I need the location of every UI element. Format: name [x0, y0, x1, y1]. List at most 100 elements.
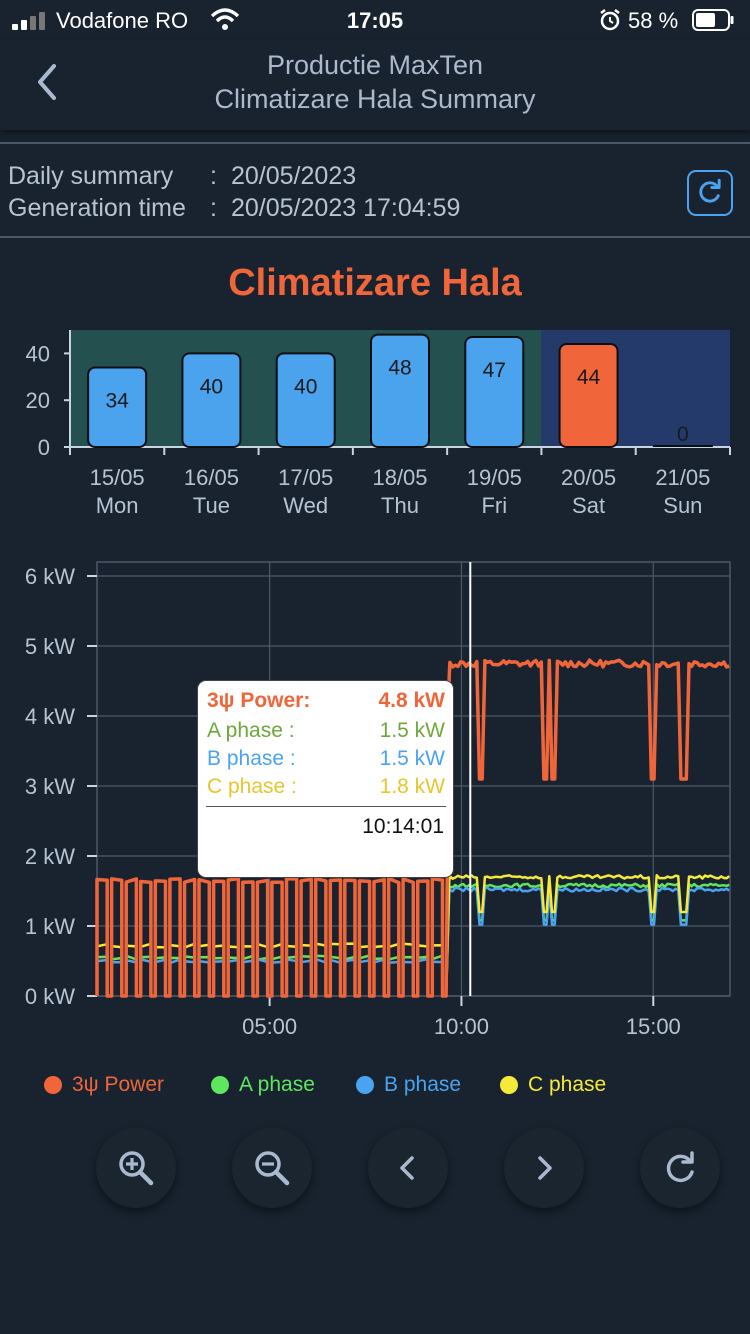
- bar-value-label: 44: [577, 366, 601, 389]
- tooltip-divider: [206, 806, 446, 807]
- y-tick-label: 1 kW: [25, 914, 75, 939]
- generation-time-value: 20/05/2023 17:04:59: [231, 194, 461, 222]
- x-tick-day-label: Tue: [193, 493, 230, 518]
- chevron-right-icon: [538, 1156, 552, 1180]
- legend-dot: [356, 1076, 374, 1094]
- divider: [0, 236, 750, 238]
- legend-label: B phase: [384, 1073, 462, 1096]
- bar: [370, 333, 430, 448]
- battery-icon: [692, 9, 734, 31]
- previous-button[interactable]: [368, 1128, 448, 1208]
- status-bar: Vodafone RO 17:05 58 %: [0, 0, 750, 40]
- bar: [275, 352, 336, 448]
- legend-label: A phase: [239, 1073, 315, 1096]
- bar-value-label: 0: [677, 423, 689, 446]
- battery-percent: 58 %: [628, 8, 679, 33]
- next-button[interactable]: [504, 1128, 584, 1208]
- x-tick-label: 17/05: [278, 465, 333, 490]
- carrier-name: Vodafone RO: [56, 8, 189, 33]
- tooltip-label: C phase :: [207, 775, 297, 798]
- y-tick-label: 20: [26, 388, 50, 413]
- refresh-icon: [666, 1151, 694, 1183]
- navigation-bar: Productie MaxTen Climatizare Hala Summar…: [0, 40, 750, 130]
- bar-value-label: 40: [294, 375, 317, 398]
- x-tick-label: 15:00: [626, 1014, 681, 1039]
- generation-time-label: Generation time: [8, 194, 186, 222]
- series-line-c-phase: [95, 874, 730, 998]
- zoom-out-button[interactable]: [232, 1128, 312, 1208]
- y-tick-label: 40: [26, 341, 50, 366]
- x-tick-label: 15/05: [90, 465, 145, 490]
- series-line-3-power: [95, 658, 730, 998]
- refresh-summary-button[interactable]: [687, 170, 733, 216]
- legend-dot: [211, 1076, 229, 1094]
- clock: 17:05: [346, 8, 404, 33]
- bar: [87, 366, 148, 448]
- legend-dot: [500, 1076, 518, 1094]
- legend-item-b-phase[interactable]: B phase: [356, 1070, 461, 1100]
- tooltip-row: C phase : 1.8 kW: [207, 775, 445, 803]
- weekly-bar-chart: 0 20 40 34 15/05 Mon 40 16/05 Tue 40 17/05 Wed 48 18/…: [26, 330, 731, 518]
- x-tick-label: 05:00: [242, 1014, 297, 1039]
- tooltip-value: 1.5 kW: [379, 747, 445, 770]
- refresh-icon: [699, 178, 721, 203]
- colon: :: [210, 162, 217, 190]
- y-tick-label: 3 kW: [25, 774, 75, 799]
- legend-item-a-phase[interactable]: A phase: [211, 1070, 315, 1100]
- bar: [181, 352, 242, 448]
- x-tick-day-label: Sat: [572, 493, 605, 518]
- y-tick-label: 4 kW: [25, 704, 75, 729]
- series-line-b-phase: [95, 886, 730, 998]
- tooltip-row: A phase : 1.5 kW: [207, 719, 445, 747]
- x-tick-day-label: Fri: [481, 493, 507, 518]
- y-tick-label: 0 kW: [25, 984, 75, 1009]
- zoom-in-button[interactable]: [96, 1128, 176, 1208]
- zoom-out-icon: [255, 1151, 290, 1186]
- tooltip-label: B phase :: [207, 747, 296, 770]
- y-tick-label: 2 kW: [25, 844, 75, 869]
- x-tick-label: 16/05: [184, 465, 239, 490]
- daily-summary-value: 20/05/2023: [231, 162, 357, 190]
- bar-value-label: 48: [388, 357, 411, 380]
- legend-dot: [44, 1076, 62, 1094]
- tooltip-label: 3ψ Power:: [207, 689, 311, 712]
- x-tick-day-label: Sun: [663, 493, 702, 518]
- chevron-left-icon: [400, 1156, 414, 1180]
- bar-value-label: 47: [483, 359, 506, 382]
- tooltip-value: 4.8 kW: [378, 689, 445, 712]
- weekly-chart-title: Climatizare Hala: [228, 262, 522, 304]
- tooltip-value: 1.8 kW: [379, 775, 445, 798]
- x-tick-label: 19/05: [467, 465, 522, 490]
- tooltip-time: 10:14:01: [362, 815, 444, 838]
- x-tick-day-label: Wed: [283, 493, 328, 518]
- bar-value-label: 40: [200, 375, 223, 398]
- divider: [0, 142, 750, 144]
- back-button[interactable]: [28, 60, 68, 104]
- tooltip-value: 1.5 kW: [379, 719, 445, 742]
- legend-item-c-phase[interactable]: C phase: [500, 1070, 606, 1100]
- signal-icon: [12, 12, 48, 30]
- x-tick-label: 21/05: [655, 465, 710, 490]
- wifi-icon: [210, 8, 240, 30]
- page-title: Productie MaxTen: [266, 50, 484, 80]
- x-tick-day-label: Thu: [381, 493, 419, 518]
- page-subtitle: Climatizare Hala Summary: [214, 84, 536, 114]
- bar: [464, 336, 525, 449]
- y-tick-label: 0: [38, 435, 50, 460]
- x-tick-label: 18/05: [372, 465, 427, 490]
- tooltip-row: 3ψ Power: 4.8 kW: [207, 689, 445, 717]
- tooltip-row: B phase : 1.5 kW: [207, 747, 445, 775]
- legend-item-power[interactable]: 3ψ Power: [44, 1070, 164, 1100]
- y-tick-label: 6 kW: [25, 564, 75, 589]
- x-tick-label: 10:00: [434, 1014, 489, 1039]
- legend-label: C phase: [528, 1073, 607, 1096]
- refresh-button[interactable]: [640, 1128, 720, 1208]
- y-tick-label: 5 kW: [25, 634, 75, 659]
- x-tick-label: 20/05: [561, 465, 616, 490]
- bar-value-label: 34: [105, 389, 129, 412]
- tooltip-label: A phase :: [207, 719, 295, 742]
- colon: :: [210, 194, 217, 222]
- x-tick-day-label: Mon: [96, 493, 139, 518]
- chart-tooltip: 3ψ Power: 4.8 kW A phase : 1.5 kW B phas…: [197, 680, 454, 878]
- zoom-in-icon: [119, 1151, 154, 1186]
